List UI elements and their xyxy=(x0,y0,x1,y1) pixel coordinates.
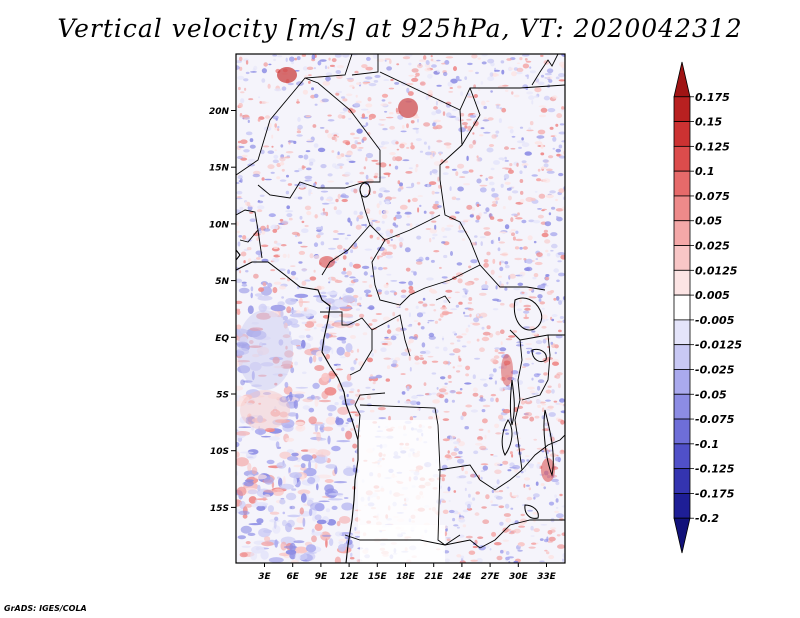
quiet-region xyxy=(358,420,440,530)
lakes xyxy=(359,182,554,519)
colorbar-swatch xyxy=(673,393,691,420)
lon-tick-label: 21E xyxy=(424,572,444,582)
colorbar-swatch xyxy=(673,418,691,445)
subsidence-area xyxy=(240,390,290,430)
colorbar-label: 0.175 xyxy=(695,91,730,104)
colorbar-swatch xyxy=(673,245,691,271)
country-borders xyxy=(236,54,565,549)
colorbar-swatch xyxy=(673,61,691,98)
colorbar-swatch xyxy=(673,493,691,519)
grads-credit: GrADS: IGES/COLA xyxy=(4,604,87,613)
colorbar-label: -0.175 xyxy=(695,487,735,500)
colorbar-label: -0.125 xyxy=(695,463,735,476)
colorbar-label: -0.075 xyxy=(695,413,735,426)
lat-tick-label: EQ xyxy=(215,334,229,344)
colorbar: 0.175 0.15 0.125 0.1 0.075 0.05 0.025 0.0125 0.0… xyxy=(673,61,742,554)
lat-tick-label: 20N xyxy=(209,107,230,117)
updraft-hotspot xyxy=(398,98,418,118)
colorbar-swatch xyxy=(673,195,691,222)
colorbar-swatch xyxy=(673,344,691,370)
colorbar-swatch xyxy=(673,369,691,395)
colorbar-label: 0.025 xyxy=(695,240,730,253)
updraft-hotspot xyxy=(541,458,555,482)
lon-tick-label: 33E xyxy=(537,572,557,582)
lon-tick-label: 3E xyxy=(258,572,271,582)
colorbar-swatch xyxy=(673,220,691,246)
colorbar-label: -0.05 xyxy=(695,388,727,401)
colorbar-label: -0.025 xyxy=(695,363,735,376)
map-frame xyxy=(235,53,566,564)
colorbar-label: 0.005 xyxy=(695,289,730,302)
lon-tick-label: 30E xyxy=(509,572,529,582)
lon-tick-label: 24E xyxy=(453,572,473,582)
colorbar-swatch xyxy=(673,145,691,172)
lon-tick-label: 27E xyxy=(481,572,501,582)
colorbar-swatch xyxy=(673,294,691,321)
colorbar-label: 0.0125 xyxy=(695,264,738,277)
lon-tick-label: 18E xyxy=(396,572,416,582)
colorbar-label: 0.075 xyxy=(695,190,730,203)
lon-tick-label: 12E xyxy=(340,572,360,582)
colorbar-swatch xyxy=(673,468,691,494)
colorbar-swatch xyxy=(673,96,691,122)
colorbar-label: -0.2 xyxy=(695,512,719,525)
quiet-region xyxy=(360,525,445,563)
map-title: Vertical velocity [m/s] at 925hPa, VT: 2… xyxy=(57,14,743,43)
colorbar-label: -0.005 xyxy=(695,314,735,327)
lon-tick-label: 6E xyxy=(286,572,299,582)
colorbar-label: 0.05 xyxy=(695,215,722,228)
colorbar-swatch xyxy=(673,517,691,554)
coastline xyxy=(236,249,359,563)
colorbar-swatch xyxy=(673,319,691,346)
colorbar-swatch xyxy=(673,121,691,147)
colorbar-swatch xyxy=(673,170,691,197)
lat-tick-label: 5N xyxy=(215,277,229,287)
lat-tick-label: 10N xyxy=(209,220,230,230)
colorbar-label: 0.15 xyxy=(695,116,722,129)
lon-tick-label: 15E xyxy=(368,572,388,582)
colorbar-label: -0.1 xyxy=(695,438,719,451)
lat-tick-label: 15S xyxy=(210,504,229,514)
lat-tick-label: 5S xyxy=(216,391,229,401)
lon-tick-label: 9E xyxy=(315,572,328,582)
longitude-axis: 3E 6E 9E 12E 15E 18E 21E 24E 27E 30E 33E xyxy=(258,563,557,582)
colorbar-label: 0.125 xyxy=(695,140,730,153)
colorbar-swatch xyxy=(673,269,691,296)
subsidence-area xyxy=(237,310,293,390)
lat-tick-label: 15N xyxy=(209,164,230,174)
updraft-hotspot xyxy=(501,354,513,386)
latitude-axis: 20N 15N 10N 5N EQ 5S 10S 15S xyxy=(209,107,236,514)
colorbar-label: 0.1 xyxy=(695,165,715,178)
updraft-hotspot xyxy=(319,256,335,268)
colorbar-label: -0.0125 xyxy=(695,339,742,352)
velocity-field xyxy=(236,54,565,563)
updraft-hotspot xyxy=(277,67,297,83)
lat-tick-label: 10S xyxy=(210,447,229,457)
colorbar-swatch xyxy=(673,443,691,470)
